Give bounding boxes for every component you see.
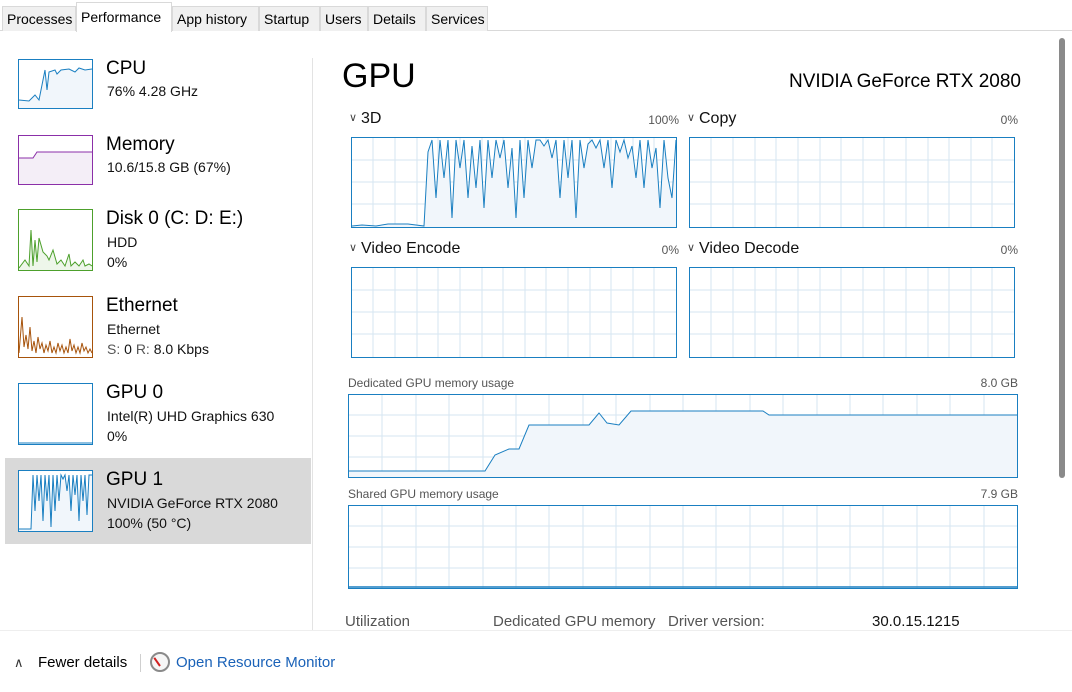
ethernet-thumbnail-graph xyxy=(18,296,93,358)
driver-version-value: 30.0.15.1215 xyxy=(872,613,960,630)
memory-thumbnail-graph xyxy=(18,135,93,185)
open-resource-monitor-link[interactable]: Open Resource Monitor xyxy=(176,654,336,671)
utilization-label: Utilization xyxy=(345,613,411,630)
engine-percent: 0% xyxy=(661,243,679,257)
dedicated-memory-label: Dedicated GPU memory usage xyxy=(348,376,515,390)
graph-video-decode xyxy=(689,267,1015,358)
tab-processes[interactable]: Processes xyxy=(2,6,76,31)
sidebar-detail: 10.6/15.8 GB (67%) xyxy=(107,159,231,175)
sidebar-detail: 76% 4.28 GHz xyxy=(107,83,199,99)
engine-label: 3D xyxy=(361,110,382,127)
chevron-up-icon: ∧ xyxy=(14,655,24,670)
tab-label: Services xyxy=(431,11,485,27)
fewer-details-button[interactable]: ∧ Fewer details xyxy=(14,654,127,671)
send-value: 0 xyxy=(124,341,132,357)
chevron-down-icon: ∨ xyxy=(687,242,696,254)
chevron-down-icon: ∨ xyxy=(687,112,696,124)
receive-label: R: xyxy=(135,341,150,357)
graph-video-decode-svg xyxy=(690,268,1014,357)
tab-app-history[interactable]: App history xyxy=(172,6,259,31)
sidebar-item-cpu[interactable]: CPU 76% 4.28 GHz xyxy=(5,49,311,135)
graph-copy-svg xyxy=(690,138,1014,227)
gpu-device-name: NVIDIA GeForce RTX 2080 xyxy=(789,71,1021,92)
sidebar-title: Ethernet xyxy=(106,295,178,316)
graph-dedicated-memory xyxy=(348,394,1018,478)
graph-3d-svg xyxy=(352,138,676,227)
sidebar-item-ethernet[interactable]: Ethernet Ethernet S: 0 R: 8.0 Kbps xyxy=(5,284,311,370)
sidebar-item-disk[interactable]: Disk 0 (C: D: E:) HDD 0% xyxy=(5,197,311,283)
graph-video-encode xyxy=(351,267,677,358)
sidebar-divider xyxy=(312,58,313,630)
sidebar-detail: NVIDIA GeForce RTX 2080 xyxy=(107,495,278,511)
sidebar-detail: Intel(R) UHD Graphics 630 xyxy=(107,408,275,424)
sidebar-title: Disk 0 (C: D: E:) xyxy=(106,208,244,229)
scrollbar-thumb[interactable] xyxy=(1059,38,1065,478)
engine-selector-video-decode[interactable]: ∨ Video Decode xyxy=(687,240,799,258)
sidebar-detail: 100% (50 °C) xyxy=(107,515,192,531)
engine-label: Video Encode xyxy=(361,240,461,257)
gpu-detail-panel: GPU NVIDIA GeForce RTX 2080 ∨ 3D 100% ∨ Co… xyxy=(313,31,1053,630)
sidebar-item-memory[interactable]: Memory 10.6/15.8 GB (67%) xyxy=(5,125,311,211)
disk-thumbnail-graph xyxy=(18,209,93,271)
graph-copy xyxy=(689,137,1015,228)
tab-label: Details xyxy=(373,11,416,27)
tab-performance[interactable]: Performance xyxy=(76,2,172,32)
tab-label: Performance xyxy=(81,9,162,25)
sidebar-title: Memory xyxy=(106,134,175,155)
dedicated-memory-stat-label: Dedicated GPU memory xyxy=(493,613,656,630)
graph-video-encode-svg xyxy=(352,268,676,357)
gpu1-thumbnail-graph xyxy=(18,470,93,532)
dedicated-memory-max: 8.0 GB xyxy=(980,376,1018,390)
sidebar-item-gpu1[interactable]: GPU 1 NVIDIA GeForce RTX 2080 100% (50 °… xyxy=(5,458,311,544)
tab-label: App history xyxy=(177,11,248,27)
shared-memory-max: 7.9 GB xyxy=(980,487,1018,501)
sidebar-title: GPU 0 xyxy=(106,382,164,403)
engine-percent: 100% xyxy=(648,113,679,127)
tab-startup[interactable]: Startup xyxy=(259,6,320,31)
sidebar-title: CPU xyxy=(106,58,147,79)
engine-percent: 0% xyxy=(1000,243,1018,257)
chevron-down-icon: ∨ xyxy=(349,112,358,124)
graph-shared-memory-svg xyxy=(349,506,1017,588)
sidebar-detail: HDD xyxy=(107,234,138,250)
engine-label: Copy xyxy=(699,110,737,127)
sidebar-title: GPU 1 xyxy=(106,469,164,490)
footer-separator xyxy=(140,654,141,672)
chevron-down-icon: ∨ xyxy=(349,242,358,254)
ethernet-throughput: S: 0 R: 8.0 Kbps xyxy=(107,341,209,357)
sidebar-item-gpu0[interactable]: GPU 0 Intel(R) UHD Graphics 630 0% xyxy=(5,371,311,457)
resource-monitor-icon[interactable] xyxy=(150,652,170,672)
engine-percent: 0% xyxy=(1000,113,1018,127)
engine-selector-3d[interactable]: ∨ 3D xyxy=(349,110,381,128)
page-title: GPU xyxy=(342,57,416,95)
graph-shared-memory xyxy=(348,505,1018,589)
tab-label: Processes xyxy=(7,11,73,27)
driver-version-label: Driver version: xyxy=(668,613,765,630)
engine-selector-video-encode[interactable]: ∨ Video Encode xyxy=(349,240,460,258)
cpu-thumbnail-graph xyxy=(18,59,93,109)
tab-services[interactable]: Services xyxy=(426,6,488,31)
tab-bar: Processes Performance App history Startu… xyxy=(0,0,1072,32)
footer-bar: ∧ Fewer details Open Resource Monitor xyxy=(0,630,1072,692)
sidebar-detail: 0% xyxy=(107,254,128,270)
send-label: S: xyxy=(107,341,121,357)
graph-3d xyxy=(351,137,677,228)
receive-value: 8.0 Kbps xyxy=(153,341,209,357)
sidebar-detail: 0% xyxy=(107,428,128,444)
sidebar-detail: Ethernet xyxy=(107,321,160,337)
shared-memory-label: Shared GPU memory usage xyxy=(348,487,499,501)
tab-label: Startup xyxy=(264,11,310,27)
tab-label: Users xyxy=(325,11,362,27)
engine-selector-copy[interactable]: ∨ Copy xyxy=(687,110,736,128)
gpu0-thumbnail-graph xyxy=(18,383,93,445)
tab-details[interactable]: Details xyxy=(368,6,426,31)
graph-dedicated-memory-svg xyxy=(349,395,1017,477)
fewer-details-label: Fewer details xyxy=(38,654,128,671)
tab-users[interactable]: Users xyxy=(320,6,368,31)
engine-label: Video Decode xyxy=(699,240,800,257)
resource-sidebar: CPU 76% 4.28 GHz Memory 10.6/15.8 GB (67… xyxy=(0,31,313,630)
